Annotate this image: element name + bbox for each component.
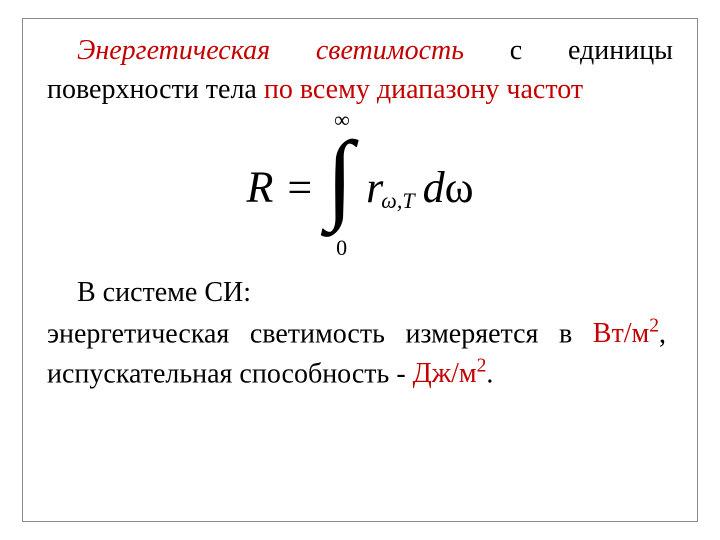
si-t1: энергетическая светимость (47, 318, 385, 349)
sym-R: R (246, 163, 273, 212)
comma: , (659, 318, 673, 349)
paragraph-2: В системе СИ: энергетическая светимость … (47, 273, 673, 393)
dot: . (486, 358, 493, 389)
si-t3: испускательная способность (47, 358, 389, 389)
content-frame: Энергетическая светимость с единицы пове… (22, 18, 698, 522)
term-radiant-exitance: Энергетическая светимость (77, 35, 464, 66)
integral-formula: R = ∞ ∫ 0 rω,T dω (246, 137, 473, 237)
sym-domega: dω (423, 163, 474, 212)
unit-jm2: Дж/м2 (413, 358, 487, 389)
si-label: В системе СИ: (77, 277, 251, 308)
integral-sign: ∫ (326, 127, 353, 227)
para1-tail: по всему диапазону частот (264, 74, 583, 105)
sym-equals: = (287, 163, 312, 212)
formula-block: R = ∞ ∫ 0 rω,T dω (47, 137, 673, 237)
int-lower-limit: 0 (336, 235, 347, 261)
integral-sign-block: ∞ ∫ 0 (326, 137, 360, 237)
unit-wm2: Вт/м2 (593, 318, 659, 349)
si-t2: измеряется в (385, 318, 593, 349)
paragraph-1: Энергетическая светимость с единицы пове… (47, 31, 673, 109)
dash: - (389, 358, 412, 389)
sym-r-subscript: ω,T (381, 188, 414, 213)
